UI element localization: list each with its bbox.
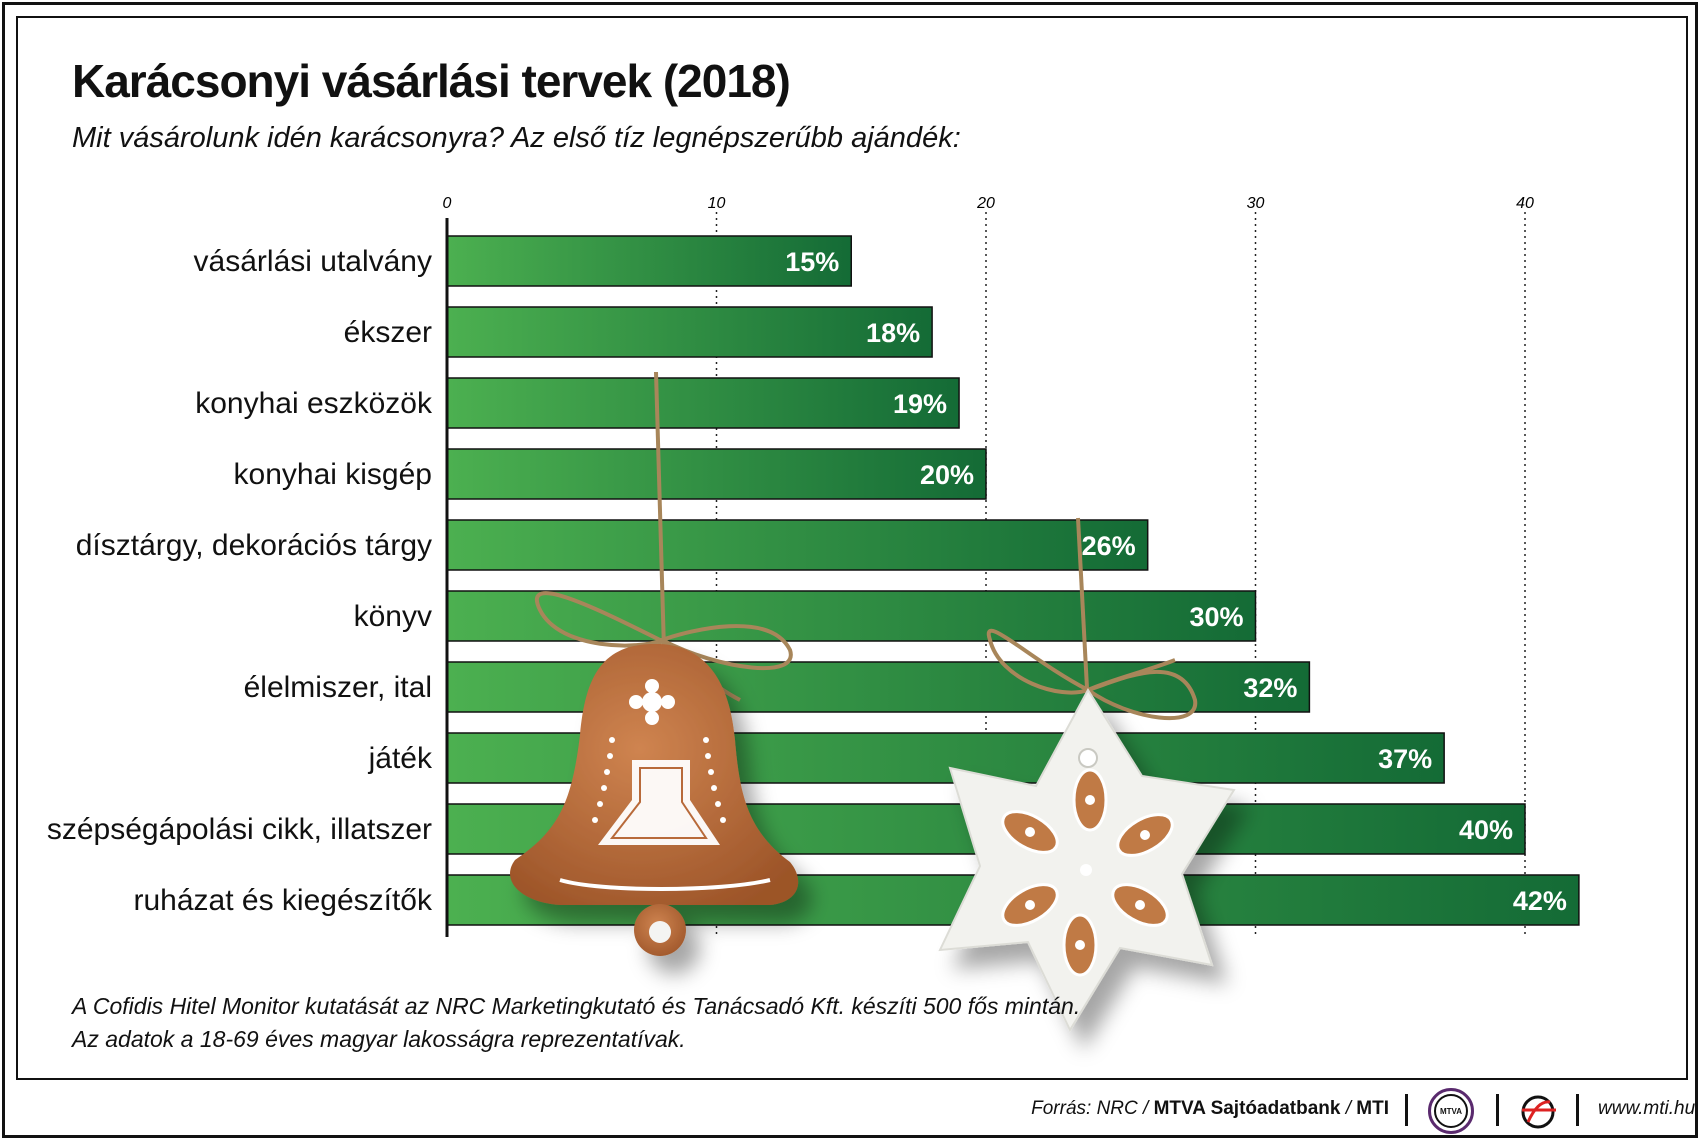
footer-divider xyxy=(1576,1094,1579,1126)
footer: Forrás: NRC / MTVA Sajtóadatbank / MTI M… xyxy=(0,1088,1704,1136)
bar-value-label: 32% xyxy=(1243,673,1297,703)
source-prefix: Forrás: NRC / xyxy=(1031,1098,1154,1119)
category-label: ékszer xyxy=(344,316,432,349)
bar-value-label: 20% xyxy=(920,460,974,490)
x-tick-label: 40 xyxy=(1516,195,1534,212)
mti-logo-icon xyxy=(1521,1095,1556,1129)
category-label: játék xyxy=(368,742,433,775)
bar-value-label: 30% xyxy=(1189,602,1243,632)
category-label: ruházat és kiegészítők xyxy=(134,884,433,917)
bar-value-label: 37% xyxy=(1378,744,1432,774)
website-link[interactable]: www.mti.hu xyxy=(1598,1098,1696,1119)
bar xyxy=(446,590,1257,642)
gingerbread-star-icon xyxy=(938,517,1236,1033)
chart-subtitle: Mit vásárolunk idén karácsonyra? Az első… xyxy=(72,122,961,154)
bar-value-label: 40% xyxy=(1459,815,1513,845)
category-label: dísztárgy, dekorációs tárgy xyxy=(76,529,432,562)
category-label: vásárlási utalvány xyxy=(194,245,432,278)
bar-value-label: 26% xyxy=(1082,531,1136,561)
bar xyxy=(446,235,852,287)
inner-frame xyxy=(16,16,1688,1080)
category-label: konyhai kisgép xyxy=(234,458,432,491)
category-label: konyhai eszközök xyxy=(195,387,433,420)
category-label: élelmiszer, ital xyxy=(244,671,432,704)
mtva-logo-icon: MTVA xyxy=(1428,1088,1474,1134)
x-tick-label: 30 xyxy=(1247,195,1265,212)
footer-divider xyxy=(1496,1094,1499,1126)
footnote-line-2: Az adatok a 18-69 éves magyar lakosságra… xyxy=(72,1026,686,1052)
chart-title: Karácsonyi vásárlási tervek (2018) xyxy=(72,55,791,107)
bar xyxy=(446,519,1149,571)
x-tick-label: 20 xyxy=(976,195,995,212)
bar xyxy=(446,661,1311,713)
bar xyxy=(446,306,933,358)
category-label: könyv xyxy=(354,600,432,633)
bar xyxy=(446,377,960,429)
bar xyxy=(446,448,987,500)
source-credit: Forrás: NRC / MTVA Sajtóadatbank / MTI xyxy=(1031,1098,1389,1120)
footnote-line-1: A Cofidis Hitel Monitor kutatását az NRC… xyxy=(72,993,1081,1019)
bar-value-label: 42% xyxy=(1513,886,1567,916)
source-mtva: MTVA Sajtóadatbank xyxy=(1153,1098,1341,1119)
gingerbread-bell-icon xyxy=(510,371,799,956)
source-mti: MTI xyxy=(1356,1098,1389,1119)
category-labels: vásárlási utalvány ékszer konyhai eszközök… xyxy=(47,245,433,917)
x-tick-label: 0 xyxy=(443,195,452,212)
bar-value-label: 15% xyxy=(785,247,839,277)
bar-value-label: 19% xyxy=(893,389,947,419)
footnote: A Cofidis Hitel Monitor kutatását az NRC… xyxy=(72,990,1080,1056)
x-tick-label: 10 xyxy=(708,195,726,212)
category-label: szépségápolási cikk, illatszer xyxy=(47,813,432,846)
mtva-logo-text: MTVA xyxy=(1439,1106,1463,1116)
footer-divider xyxy=(1405,1094,1408,1126)
bar-value-label: 18% xyxy=(866,318,920,348)
source-separator: / xyxy=(1340,1098,1357,1119)
x-tick-labels: 0 10 20 30 40 xyxy=(443,195,1534,212)
